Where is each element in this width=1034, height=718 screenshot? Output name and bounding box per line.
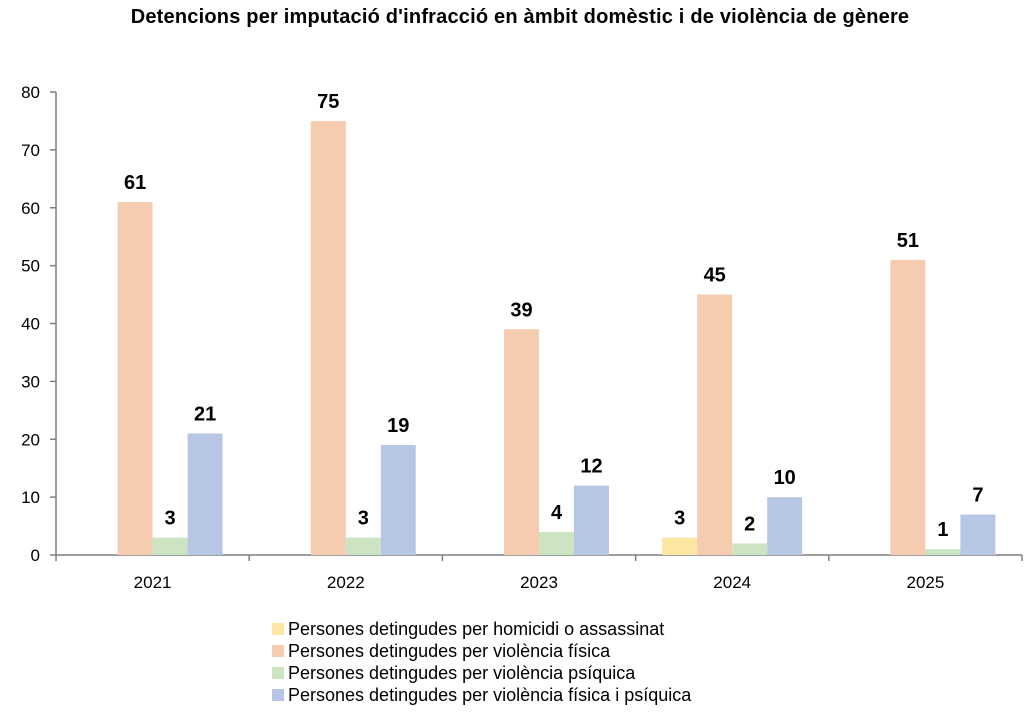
data-label: 3 bbox=[165, 508, 176, 530]
bar-s3-2023 bbox=[574, 485, 609, 555]
data-label: 51 bbox=[897, 230, 919, 252]
legend-item: Persones detingudes per violència física bbox=[272, 640, 691, 662]
data-label: 3 bbox=[358, 508, 369, 530]
bar-s2-2022 bbox=[345, 537, 381, 555]
data-label: 45 bbox=[704, 265, 726, 287]
legend-item: Persones detingudes per homicidi o assas… bbox=[272, 618, 691, 640]
x-tick-label: 2023 bbox=[520, 573, 558, 592]
data-label: 2 bbox=[744, 513, 755, 535]
bar-s3-2022 bbox=[380, 445, 416, 555]
legend-label: Persones detingudes per violència física… bbox=[288, 684, 692, 705]
bar-s0-2024 bbox=[662, 537, 698, 555]
bar-s2-2023 bbox=[539, 531, 574, 555]
y-tick-label: 70 bbox=[21, 141, 40, 160]
chart-bars bbox=[117, 120, 996, 555]
legend-swatch bbox=[272, 667, 284, 679]
y-tick-label: 60 bbox=[21, 199, 40, 218]
data-label: 39 bbox=[510, 299, 532, 321]
bar-s1-2022 bbox=[310, 120, 346, 555]
data-label: 21 bbox=[194, 403, 216, 425]
bar-s2-2024 bbox=[732, 543, 768, 555]
bar-s1-2023 bbox=[504, 329, 539, 555]
x-tick-label: 2025 bbox=[906, 573, 944, 592]
y-tick-label: 20 bbox=[21, 430, 40, 449]
bar-s3-2024 bbox=[767, 497, 803, 555]
chart-title: Detencions per imputació d'infracció en … bbox=[130, 6, 910, 28]
legend-swatch bbox=[272, 689, 284, 701]
data-label: 12 bbox=[580, 456, 602, 478]
data-label: 7 bbox=[972, 484, 983, 506]
data-label: 1 bbox=[937, 519, 948, 541]
legend-label: Persones detingudes per violència psíqui… bbox=[288, 662, 636, 683]
chart-axes: 0 10 20 30 40 50 60 70 80 2021 2022 2023 2024 2025 bbox=[21, 83, 1023, 592]
legend-swatch bbox=[272, 645, 284, 657]
data-label: 75 bbox=[317, 91, 339, 113]
y-tick-label: 50 bbox=[21, 257, 40, 276]
data-label: 3 bbox=[674, 508, 685, 530]
y-tick-label: 10 bbox=[21, 488, 40, 507]
bar-s2-2021 bbox=[152, 537, 188, 555]
bar-s1-2024 bbox=[697, 294, 733, 555]
data-label: 10 bbox=[774, 467, 796, 489]
legend-swatch bbox=[272, 623, 284, 635]
bar-s3-2021 bbox=[187, 433, 223, 555]
x-tick-label: 2022 bbox=[327, 573, 365, 592]
data-label: 61 bbox=[124, 172, 146, 194]
legend-item: Persones detingudes per violència física… bbox=[272, 684, 691, 706]
bar-s2-2025 bbox=[925, 549, 961, 555]
chart-legend: Persones detingudes per homicidi o assas… bbox=[272, 618, 691, 706]
y-tick-label: 40 bbox=[21, 315, 40, 334]
bar-s1-2021 bbox=[117, 201, 153, 555]
bar-s1-2025 bbox=[890, 259, 926, 555]
y-tick-label: 30 bbox=[21, 372, 40, 391]
legend-item: Persones detingudes per violència psíqui… bbox=[272, 662, 691, 684]
x-tick-label: 2021 bbox=[134, 573, 172, 592]
legend-label: Persones detingudes per homicidi o assas… bbox=[288, 618, 665, 639]
data-label: 19 bbox=[387, 415, 409, 437]
x-tick-label: 2024 bbox=[713, 573, 751, 592]
y-tick-label: 80 bbox=[21, 83, 40, 102]
data-label: 4 bbox=[551, 502, 563, 524]
legend-label: Persones detingudes per violència física bbox=[288, 640, 611, 661]
bar-s3-2025 bbox=[960, 514, 996, 555]
y-tick-label: 0 bbox=[31, 546, 40, 565]
